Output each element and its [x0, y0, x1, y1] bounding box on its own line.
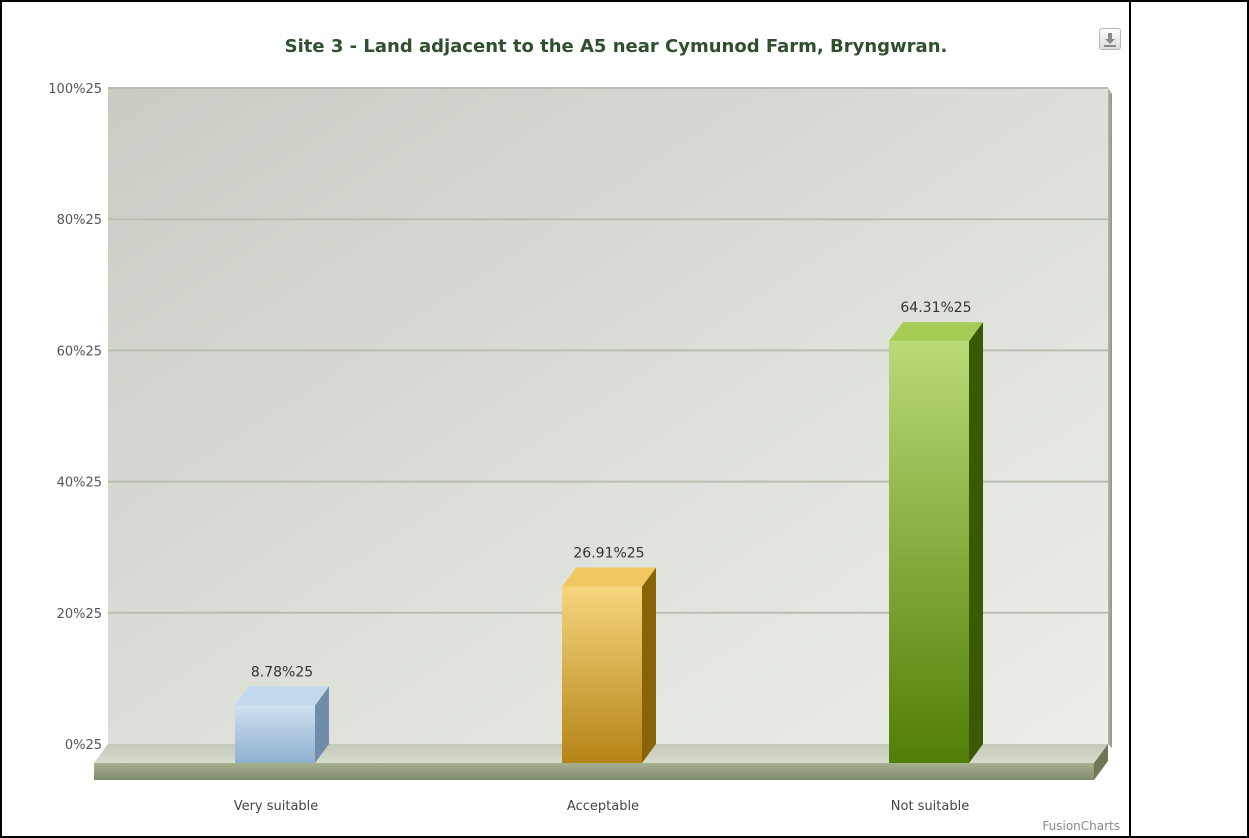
y-tick-label: 60%25	[57, 344, 102, 359]
bar-side	[969, 322, 983, 763]
download-icon[interactable]	[1099, 28, 1121, 50]
bar-front	[889, 341, 969, 763]
bar-very-suitable[interactable]	[235, 686, 329, 763]
bar-acceptable[interactable]	[562, 567, 656, 763]
data-label: 8.78%25	[251, 664, 313, 680]
bar-top	[562, 567, 656, 587]
plot-floor-side	[1094, 744, 1108, 780]
data-label: 26.91%25	[573, 545, 644, 561]
y-tick-label: 80%25	[57, 213, 102, 228]
bar-top	[235, 686, 329, 706]
download-tray	[1104, 45, 1116, 47]
chart-title: Site 3 - Land adjacent to the A5 near Cy…	[285, 36, 948, 57]
panel-divider	[1129, 0, 1131, 838]
fusioncharts-watermark: FusionCharts	[1042, 819, 1120, 833]
y-axis-tick-labels: 0%25 20%25 40%25 60%25 80%25 100%25	[48, 82, 102, 753]
y-tick-label: 100%25	[48, 82, 102, 97]
x-tick-label: Acceptable	[567, 799, 639, 814]
x-tick-label: Very suitable	[234, 799, 319, 814]
bar-side	[642, 567, 656, 763]
bar-not-suitable[interactable]	[889, 322, 983, 763]
plot-side-wall	[1108, 88, 1112, 748]
x-tick-label: Not suitable	[891, 799, 969, 814]
bar-side	[315, 686, 329, 763]
chart-panel: 0%25 20%25 40%25 60%25 80%25 100%25 8.78%25 26…	[2, 2, 1129, 836]
bars: 8.78%25 26.91%25 64.31%25	[235, 300, 983, 763]
y-tick-label: 20%25	[57, 607, 102, 622]
y-tick-label: 0%25	[65, 738, 102, 753]
data-label: 64.31%25	[900, 300, 971, 316]
bar-front	[562, 586, 642, 763]
plot-floor-front	[94, 763, 1094, 780]
x-axis-tick-labels: Very suitable Acceptable Not suitable	[234, 799, 970, 814]
bar-top	[889, 322, 983, 342]
plot-background	[108, 88, 1108, 744]
y-tick-label: 40%25	[57, 476, 102, 491]
column-chart: 0%25 20%25 40%25 60%25 80%25 100%25 8.78%25 26…	[48, 36, 1120, 833]
bar-front	[235, 705, 315, 763]
